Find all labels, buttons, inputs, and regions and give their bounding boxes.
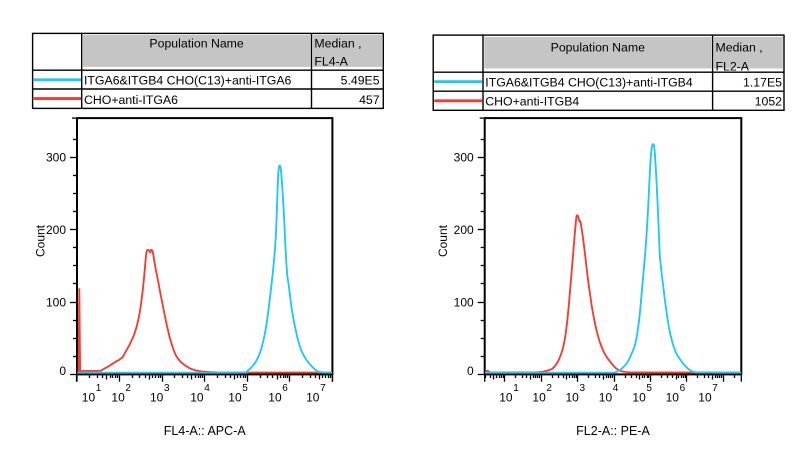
svg-text:10: 10 — [268, 390, 282, 404]
svg-text:2: 2 — [125, 383, 131, 394]
svg-text:3: 3 — [580, 383, 586, 394]
svg-text:Median ,: Median , — [314, 36, 361, 50]
svg-text:1: 1 — [96, 383, 102, 394]
svg-text:457: 457 — [359, 93, 380, 107]
svg-text:10: 10 — [599, 390, 613, 404]
svg-text:CHO+anti-ITGB4: CHO+anti-ITGB4 — [485, 95, 579, 109]
svg-text:6: 6 — [680, 383, 686, 394]
svg-text:10: 10 — [150, 390, 164, 404]
svg-text:10: 10 — [111, 390, 125, 404]
svg-text:3: 3 — [164, 383, 170, 394]
svg-text:6: 6 — [282, 383, 288, 394]
svg-text:200: 200 — [46, 223, 66, 237]
svg-text:Median ,: Median , — [716, 40, 763, 54]
svg-text:1052: 1052 — [755, 95, 783, 109]
svg-text:10: 10 — [666, 390, 680, 404]
svg-text:10: 10 — [532, 390, 546, 404]
svg-text:0: 0 — [467, 364, 474, 378]
svg-text:5.49E5: 5.49E5 — [341, 74, 380, 88]
svg-text:10: 10 — [566, 390, 580, 404]
svg-text:FL4-A:: APC-A: FL4-A:: APC-A — [164, 424, 247, 438]
svg-text:5: 5 — [646, 383, 652, 394]
svg-text:10: 10 — [632, 390, 646, 404]
svg-text:ITGA6&ITGB4 CHO(C13)+anti-ITGA: ITGA6&ITGB4 CHO(C13)+anti-ITGA6 — [84, 74, 292, 88]
svg-text:FL4-A: FL4-A — [314, 54, 348, 68]
svg-text:Population Name: Population Name — [149, 36, 243, 50]
svg-text:10: 10 — [82, 390, 96, 404]
svg-text:1: 1 — [513, 383, 519, 394]
svg-text:4: 4 — [613, 383, 619, 394]
svg-text:100: 100 — [46, 295, 66, 309]
svg-text:300: 300 — [46, 151, 66, 165]
svg-text:FL2-A:: PE-A: FL2-A:: PE-A — [576, 424, 650, 438]
svg-text:FL2-A: FL2-A — [716, 60, 750, 74]
svg-text:10: 10 — [228, 390, 242, 404]
svg-text:10: 10 — [698, 390, 712, 404]
svg-text:7: 7 — [320, 383, 326, 394]
svg-text:Count: Count — [436, 224, 450, 257]
svg-text:ITGA6&ITGB4 CHO(C13)+anti-ITGB: ITGA6&ITGB4 CHO(C13)+anti-ITGB4 — [485, 76, 693, 90]
svg-text:4: 4 — [204, 383, 210, 394]
svg-text:200: 200 — [454, 223, 474, 237]
svg-text:300: 300 — [454, 151, 474, 165]
svg-text:100: 100 — [454, 295, 474, 309]
svg-text:7: 7 — [712, 383, 718, 394]
svg-text:0: 0 — [59, 364, 66, 378]
svg-text:CHO+anti-ITGA6: CHO+anti-ITGA6 — [84, 93, 178, 107]
svg-text:10: 10 — [306, 390, 320, 404]
svg-text:10: 10 — [190, 390, 204, 404]
svg-text:10: 10 — [499, 390, 513, 404]
svg-text:2: 2 — [546, 383, 552, 394]
svg-text:Count: Count — [33, 224, 47, 257]
svg-text:5: 5 — [242, 383, 248, 394]
svg-text:1.17E5: 1.17E5 — [743, 76, 782, 90]
svg-text:Population Name: Population Name — [551, 40, 645, 54]
